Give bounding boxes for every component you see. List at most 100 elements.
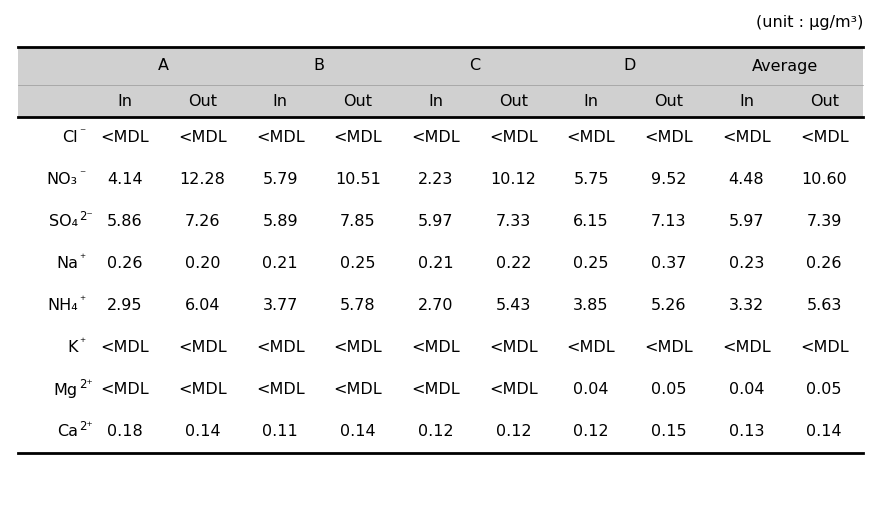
Text: 3.32: 3.32 [728, 299, 763, 313]
Text: 5.43: 5.43 [496, 299, 531, 313]
Text: 0.15: 0.15 [650, 425, 686, 439]
Text: 12.28: 12.28 [180, 173, 225, 187]
Text: NH₄: NH₄ [47, 299, 78, 313]
Text: <MDL: <MDL [256, 341, 304, 355]
Text: 5.97: 5.97 [417, 215, 453, 229]
Text: Out: Out [809, 93, 838, 109]
Text: <MDL: <MDL [101, 383, 149, 397]
Text: <MDL: <MDL [566, 131, 615, 145]
Text: In: In [428, 93, 443, 109]
Text: 2.23: 2.23 [417, 173, 453, 187]
Text: 0.14: 0.14 [339, 425, 375, 439]
Text: 7.85: 7.85 [339, 215, 375, 229]
Text: 5.63: 5.63 [806, 299, 841, 313]
Text: <MDL: <MDL [488, 383, 537, 397]
Text: <MDL: <MDL [256, 131, 304, 145]
Text: In: In [738, 93, 753, 109]
Text: <MDL: <MDL [333, 131, 381, 145]
Text: Cl: Cl [62, 131, 78, 145]
Text: 0.26: 0.26 [805, 257, 841, 271]
Text: <MDL: <MDL [721, 341, 770, 355]
Text: 0.23: 0.23 [728, 257, 763, 271]
Text: 5.78: 5.78 [339, 299, 375, 313]
Text: 0.12: 0.12 [495, 425, 531, 439]
Text: 2⁺: 2⁺ [79, 420, 92, 433]
Text: 10.60: 10.60 [801, 173, 846, 187]
Text: <MDL: <MDL [644, 341, 692, 355]
Text: 0.13: 0.13 [728, 425, 763, 439]
Text: 7.33: 7.33 [496, 215, 531, 229]
Text: ⁻: ⁻ [79, 126, 85, 139]
Text: 5.89: 5.89 [262, 215, 297, 229]
Text: 0.12: 0.12 [417, 425, 453, 439]
Text: <MDL: <MDL [410, 131, 460, 145]
Text: ⁺: ⁺ [79, 252, 85, 265]
Text: Out: Out [653, 93, 682, 109]
Text: <MDL: <MDL [178, 383, 226, 397]
Text: 7.13: 7.13 [650, 215, 686, 229]
Text: 9.52: 9.52 [650, 173, 686, 187]
Text: Average: Average [752, 58, 817, 74]
Text: 5.97: 5.97 [728, 215, 763, 229]
Text: 0.14: 0.14 [184, 425, 220, 439]
Bar [18, 47, 862, 117]
Text: Mg: Mg [53, 383, 78, 397]
Text: 0.25: 0.25 [573, 257, 608, 271]
Text: <MDL: <MDL [256, 383, 304, 397]
Text: (unit : μg/m³): (unit : μg/m³) [755, 15, 862, 30]
Text: In: In [583, 93, 598, 109]
Text: ⁻: ⁻ [79, 168, 85, 181]
Text: Out: Out [343, 93, 372, 109]
Text: 5.26: 5.26 [650, 299, 686, 313]
Text: Out: Out [188, 93, 217, 109]
Text: 7.39: 7.39 [806, 215, 841, 229]
Text: 4.14: 4.14 [107, 173, 142, 187]
Text: C: C [468, 58, 480, 74]
Text: 0.14: 0.14 [805, 425, 841, 439]
Text: 0.22: 0.22 [495, 257, 531, 271]
Text: 0.21: 0.21 [417, 257, 453, 271]
Text: <MDL: <MDL [488, 131, 537, 145]
Text: <MDL: <MDL [333, 383, 381, 397]
Text: 3.77: 3.77 [262, 299, 297, 313]
Text: <MDL: <MDL [333, 341, 381, 355]
Text: 3.85: 3.85 [573, 299, 608, 313]
Text: <MDL: <MDL [410, 383, 460, 397]
Text: 0.20: 0.20 [184, 257, 220, 271]
Text: 2⁻: 2⁻ [79, 210, 93, 223]
Text: 0.26: 0.26 [107, 257, 142, 271]
Text: Ca: Ca [57, 425, 78, 439]
Text: K: K [68, 341, 78, 355]
Text: 5.79: 5.79 [262, 173, 297, 187]
Text: <MDL: <MDL [799, 341, 847, 355]
Text: 6.15: 6.15 [573, 215, 608, 229]
Text: <MDL: <MDL [566, 341, 615, 355]
Text: <MDL: <MDL [101, 131, 149, 145]
Text: 7.26: 7.26 [184, 215, 220, 229]
Text: 5.86: 5.86 [107, 215, 142, 229]
Text: 0.05: 0.05 [650, 383, 686, 397]
Text: 0.04: 0.04 [573, 383, 608, 397]
Text: 10.12: 10.12 [490, 173, 536, 187]
Text: ⁺: ⁺ [79, 336, 85, 349]
Text: 2⁺: 2⁺ [79, 378, 92, 391]
Text: 2.95: 2.95 [107, 299, 142, 313]
Text: 0.37: 0.37 [651, 257, 686, 271]
Text: NO₃: NO₃ [46, 173, 78, 187]
Text: 0.12: 0.12 [573, 425, 608, 439]
Text: In: In [118, 93, 132, 109]
Text: SO₄: SO₄ [49, 215, 78, 229]
Text: 0.04: 0.04 [728, 383, 763, 397]
Text: 0.11: 0.11 [262, 425, 298, 439]
Text: 0.05: 0.05 [805, 383, 841, 397]
Text: <MDL: <MDL [101, 341, 149, 355]
Text: Out: Out [498, 93, 527, 109]
Text: 0.18: 0.18 [107, 425, 143, 439]
Text: ⁺: ⁺ [79, 294, 85, 307]
Text: 10.51: 10.51 [335, 173, 381, 187]
Text: A: A [158, 58, 169, 74]
Text: 4.48: 4.48 [728, 173, 763, 187]
Text: 0.25: 0.25 [339, 257, 375, 271]
Text: <MDL: <MDL [488, 341, 537, 355]
Text: 2.70: 2.70 [417, 299, 453, 313]
